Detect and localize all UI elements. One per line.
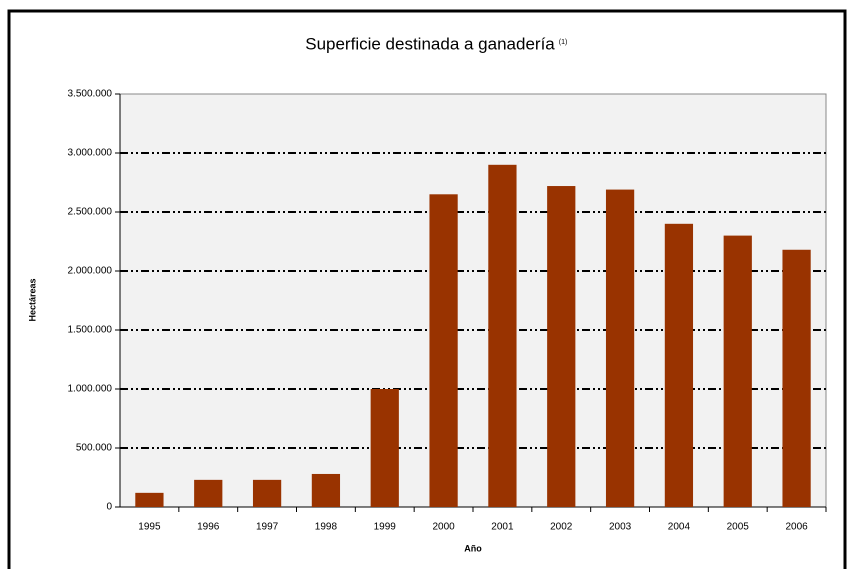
x-tick-label: 1997 [256, 522, 279, 533]
y-tick-label: 0 [106, 502, 112, 513]
x-tick-label: 2006 [785, 522, 808, 533]
bar [782, 249, 811, 507]
x-tick-label: 1995 [138, 522, 161, 533]
bar [135, 492, 164, 507]
plot-area [119, 93, 827, 508]
y-axis-label: Hectáreas [27, 278, 37, 321]
x-tick-label: 2004 [668, 522, 691, 533]
x-tick-label: 2005 [727, 522, 750, 533]
x-tick-label: 1996 [197, 522, 220, 533]
y-tick-label: 1.500.000 [68, 325, 113, 336]
x-tick-label: 2000 [432, 522, 455, 533]
title-note: (1) [559, 39, 568, 46]
x-tick-label: 2003 [609, 522, 632, 533]
bar [605, 189, 635, 507]
bar [547, 186, 576, 508]
x-tick-label: 2002 [550, 522, 573, 533]
bar [370, 389, 399, 507]
y-tick-label: 3.000.000 [68, 148, 113, 159]
x-tick-label: 1998 [315, 522, 338, 533]
bar [311, 473, 341, 507]
chart-title: Superficie destinada a ganadería [305, 34, 555, 53]
y-tick-label: 3.500.000 [68, 89, 113, 100]
x-tick-label: 2001 [491, 522, 514, 533]
bar [252, 479, 282, 507]
bar [429, 194, 458, 508]
bar [488, 164, 517, 508]
bar [723, 235, 752, 507]
y-tick-label: 500.000 [76, 443, 113, 454]
y-tick-label: 2.000.000 [68, 266, 113, 277]
bar [664, 223, 694, 508]
y-tick-label: 2.500.000 [68, 207, 113, 218]
y-tick-label: 1.000.000 [68, 384, 113, 395]
x-tick-label: 1999 [374, 522, 397, 533]
bar [194, 479, 223, 507]
x-axis-label: Año [464, 543, 482, 553]
